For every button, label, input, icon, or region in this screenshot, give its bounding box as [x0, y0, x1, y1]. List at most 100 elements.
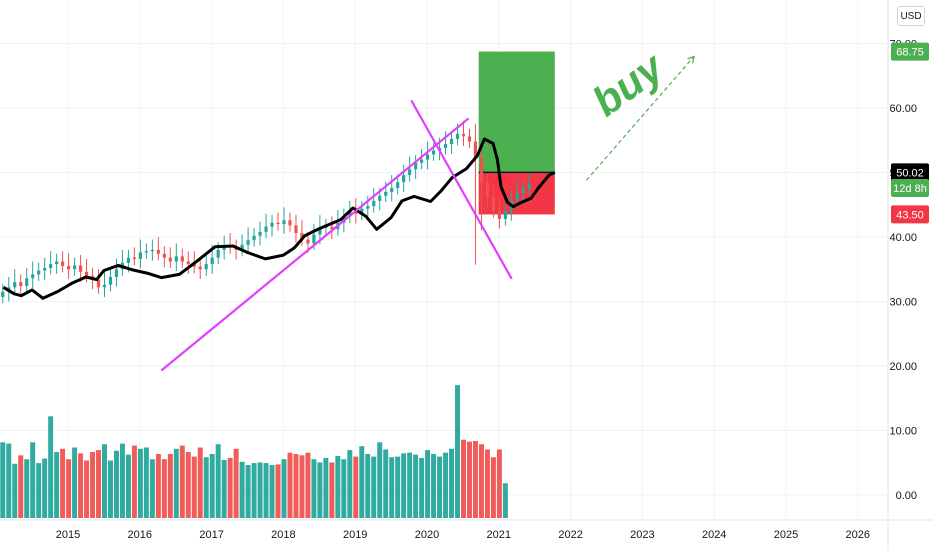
candle-body	[66, 266, 71, 270]
candle-body	[198, 266, 202, 270]
candle-body	[216, 249, 220, 258]
currency-button[interactable]: USD	[897, 6, 925, 26]
volume-bar	[161, 459, 167, 518]
volume-bar	[281, 459, 287, 518]
y-tick-label: 10.00	[889, 426, 917, 438]
x-tick-label: 2020	[415, 529, 439, 541]
volume-bar	[335, 455, 341, 518]
candlestick-series	[1, 120, 531, 304]
candle-body	[521, 188, 525, 194]
candle-body	[270, 222, 274, 227]
candle-body	[300, 233, 304, 240]
volume-bar	[173, 448, 179, 518]
projection-arrow[interactable]	[585, 55, 695, 181]
candle-body	[449, 138, 454, 145]
candle-body	[294, 225, 298, 234]
candle-body	[246, 240, 250, 245]
volume-bar	[425, 450, 431, 518]
volume-bar	[245, 465, 251, 518]
candle-body	[210, 257, 214, 265]
candle-body	[108, 276, 113, 285]
volume-bar	[155, 454, 161, 518]
volume-bar	[78, 453, 84, 518]
volume-bar	[233, 448, 239, 518]
candle-body	[138, 252, 142, 259]
volume-bar	[60, 448, 66, 518]
volume-bar	[251, 463, 257, 518]
candle-body	[497, 211, 501, 219]
volume-bar	[478, 444, 484, 518]
volume-bar	[269, 465, 275, 518]
candle-body	[515, 193, 519, 201]
profit-zone[interactable]	[478, 51, 555, 173]
volume-bar	[401, 453, 407, 518]
x-tick-label: 2026	[846, 529, 870, 541]
ma-line	[2, 137, 556, 300]
volume-bar	[341, 459, 347, 518]
candle-body	[144, 251, 148, 253]
volume-bar	[407, 452, 413, 518]
volume-bar	[197, 447, 203, 518]
volume-bar	[257, 462, 263, 518]
candle-body	[527, 184, 531, 189]
candle-body	[282, 220, 286, 225]
countdown-badge-text: 12d 8h	[893, 183, 927, 195]
candle-body	[19, 282, 23, 287]
volume-bar	[239, 461, 245, 518]
candle-body	[84, 271, 89, 276]
volume-bar	[191, 456, 197, 518]
time-axis[interactable]: 2015 2016 2017 2018 2019 2020 2021 2022 2023 2024…	[56, 529, 870, 541]
candle-body	[276, 222, 280, 225]
volume-bar	[299, 455, 305, 518]
candle-body	[360, 208, 364, 214]
trendline	[410, 99, 513, 280]
volume-bar	[215, 444, 221, 518]
candle-body	[372, 200, 376, 207]
candle-body	[252, 235, 256, 241]
x-tick-label: 2023	[630, 529, 654, 541]
buy-annotation[interactable]: buy	[584, 42, 674, 125]
x-tick-label: 2022	[558, 529, 582, 541]
volume-bar	[305, 452, 311, 518]
candle-body	[390, 187, 394, 192]
volume-bar	[119, 443, 125, 518]
volume-bar	[395, 456, 401, 518]
volume-bar	[0, 442, 6, 518]
candle-body	[306, 239, 310, 244]
long-position-tool[interactable]	[478, 51, 555, 215]
volume-bar	[113, 450, 119, 518]
x-tick-label: 2025	[774, 529, 798, 541]
stop-price-badge-text: 43.50	[896, 209, 924, 221]
candle-body	[1, 291, 5, 297]
candle-body	[31, 274, 35, 279]
candle-body	[366, 206, 370, 209]
candle-body	[318, 227, 322, 235]
candle-body	[96, 279, 101, 288]
volume-bar	[472, 441, 478, 518]
volume-bar	[449, 448, 455, 518]
candle-body	[264, 226, 268, 232]
candle-body	[168, 257, 172, 262]
volume-bar	[383, 449, 389, 518]
volume-bar	[209, 454, 215, 518]
candle-body	[186, 261, 190, 265]
volume-bar	[365, 454, 371, 518]
volume-bar	[48, 416, 54, 518]
y-tick-label: 60.00	[889, 103, 917, 115]
candle-body	[162, 253, 166, 258]
volume-bar	[329, 462, 335, 518]
volume-bar	[6, 443, 12, 518]
candle-body	[126, 257, 131, 263]
volume-bar	[221, 459, 227, 518]
trendlines[interactable]	[160, 99, 513, 372]
volume-bar	[30, 442, 36, 518]
candle-body	[330, 226, 334, 230]
volume-bar	[437, 456, 443, 518]
volume-bar	[359, 446, 365, 518]
arrow-head	[687, 55, 695, 64]
trendline	[160, 117, 470, 372]
volume-bar	[90, 452, 96, 518]
candle-body	[461, 133, 466, 137]
